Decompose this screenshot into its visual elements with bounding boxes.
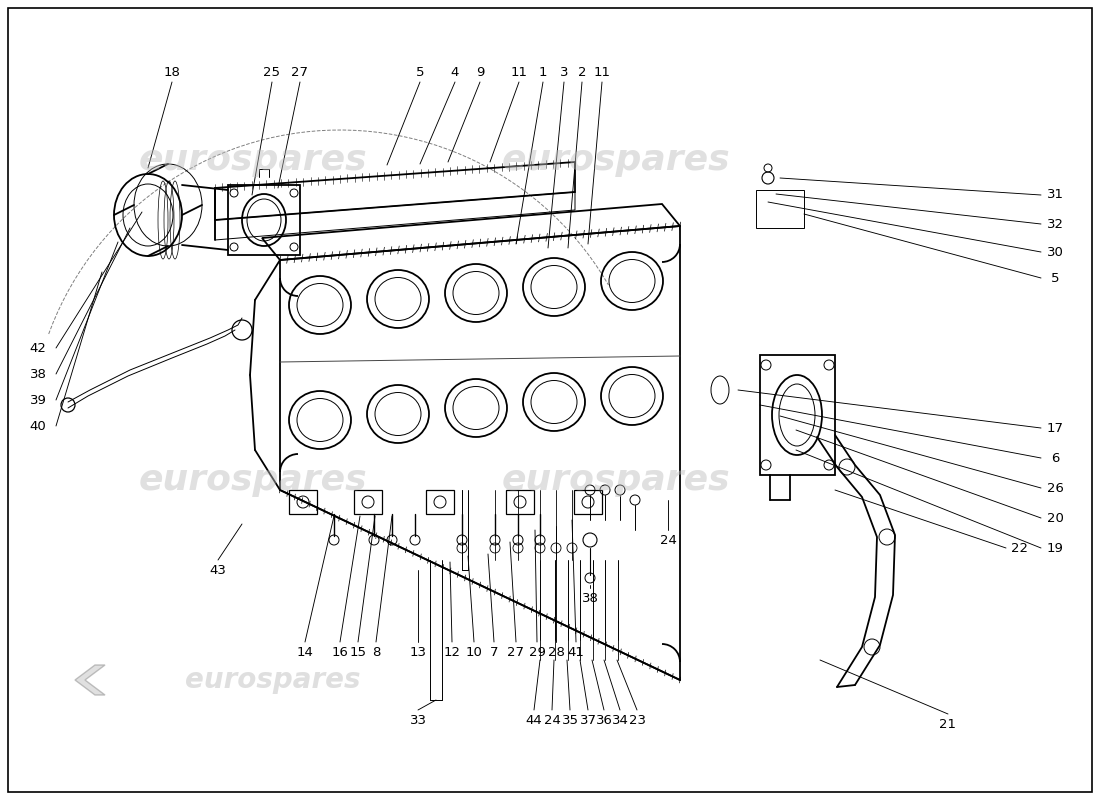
Text: 31: 31 [1046,189,1064,202]
Text: 5: 5 [416,66,425,78]
Text: 36: 36 [595,714,613,726]
Bar [756,190,804,228]
Bar [354,490,382,514]
Text: 44: 44 [526,714,542,726]
Text: 38: 38 [582,591,598,605]
Text: 9: 9 [476,66,484,78]
Text: 25: 25 [264,66,280,78]
Text: 43: 43 [210,563,227,577]
Text: 39: 39 [30,394,46,406]
Text: 21: 21 [939,718,957,730]
Text: 27: 27 [292,66,308,78]
Text: 20: 20 [1046,511,1064,525]
Bar [289,490,317,514]
Text: 16: 16 [331,646,349,658]
Polygon shape [75,665,104,695]
Text: 4: 4 [451,66,459,78]
Text: 30: 30 [1046,246,1064,258]
Text: 6: 6 [1050,451,1059,465]
Text: 18: 18 [164,66,180,78]
Text: 26: 26 [1046,482,1064,494]
Text: 7: 7 [490,646,498,658]
Text: 42: 42 [30,342,46,354]
Text: eurospares: eurospares [139,463,367,497]
Text: 3: 3 [560,66,569,78]
Text: 14: 14 [297,646,313,658]
Text: 41: 41 [568,646,584,658]
Text: 8: 8 [372,646,381,658]
Bar [574,490,602,514]
Text: 1: 1 [539,66,548,78]
Text: eurospares: eurospares [185,666,361,694]
Text: 29: 29 [529,646,546,658]
Text: 13: 13 [409,646,427,658]
Text: 35: 35 [561,714,579,726]
Text: 38: 38 [30,367,46,381]
Text: 11: 11 [510,66,528,78]
Bar [426,490,454,514]
Text: 24: 24 [543,714,560,726]
Bar [760,355,835,475]
Text: 37: 37 [580,714,596,726]
Text: 17: 17 [1046,422,1064,434]
Text: 33: 33 [409,714,427,726]
Text: 5: 5 [1050,271,1059,285]
Text: 2: 2 [578,66,586,78]
Text: 11: 11 [594,66,610,78]
Bar [506,490,534,514]
Text: 28: 28 [548,646,564,658]
Text: 19: 19 [1046,542,1064,554]
Text: eurospares: eurospares [139,143,367,177]
Text: 22: 22 [1012,542,1028,554]
Text: 23: 23 [628,714,646,726]
Text: 12: 12 [443,646,461,658]
Text: 34: 34 [612,714,628,726]
Text: 15: 15 [350,646,366,658]
Text: 32: 32 [1046,218,1064,230]
Text: eurospares: eurospares [502,143,730,177]
Text: 40: 40 [30,419,46,433]
Text: 27: 27 [507,646,525,658]
Text: 24: 24 [660,534,676,546]
Text: 10: 10 [465,646,483,658]
Text: eurospares: eurospares [502,463,730,497]
